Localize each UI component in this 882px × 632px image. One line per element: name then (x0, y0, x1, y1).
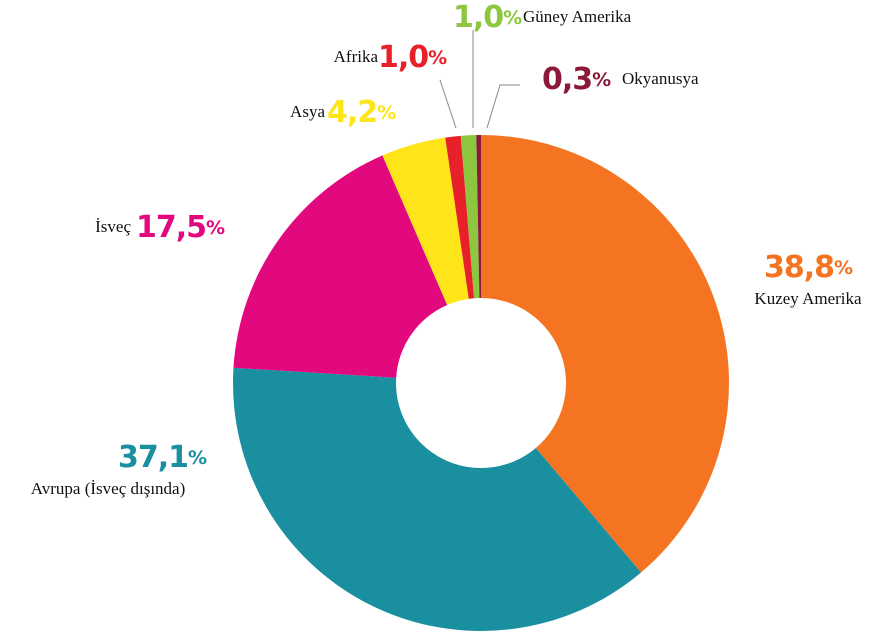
slice (382, 137, 469, 306)
category-label: İsveç (95, 217, 131, 236)
value-label: 38,8% (764, 250, 853, 285)
slice (476, 135, 481, 299)
value-label: 17,5% (136, 210, 225, 245)
slice (233, 155, 448, 378)
category-label: Avrupa (İsveç dışında) (31, 479, 186, 498)
value-label: 1,0% (453, 0, 522, 35)
slice (481, 135, 730, 573)
category-label: Okyanusya (622, 69, 699, 88)
category-label: Kuzey Amerika (754, 289, 862, 308)
slice (445, 135, 475, 299)
slice (460, 135, 480, 299)
slice (232, 367, 642, 631)
value-label: 1,0% (378, 40, 447, 75)
value-label: 37,1% (118, 440, 207, 475)
leader-line (439, 79, 457, 129)
value-label: 0,3% (542, 62, 611, 97)
value-label: 4,2% (327, 95, 396, 130)
category-label: Güney Amerika (523, 7, 632, 26)
leader-line (486, 84, 520, 129)
category-label: Asya (290, 102, 325, 121)
category-label: Afrika (334, 47, 379, 66)
